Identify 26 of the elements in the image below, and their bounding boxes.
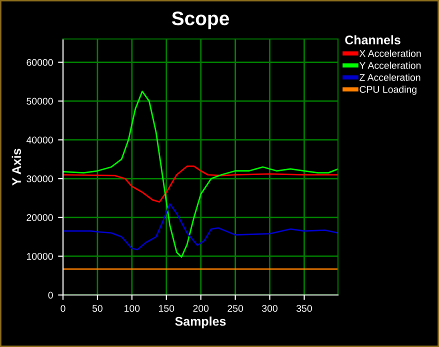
x-axis-title: Samples xyxy=(175,316,226,328)
legend-title: Channels xyxy=(345,35,400,44)
y-tick-label: 20000 xyxy=(26,214,53,222)
x-tick-label: 350 xyxy=(296,304,312,312)
x-tick-label: 200 xyxy=(193,304,209,312)
x-tick-label: 100 xyxy=(124,304,140,312)
y-tick-label: 30000 xyxy=(26,175,53,182)
x-tick-label: 0 xyxy=(60,304,66,312)
y-tick-label: 50000 xyxy=(26,98,53,105)
x-tick-label: 150 xyxy=(159,304,174,312)
line-series xyxy=(63,203,338,250)
x-tick-label: 300 xyxy=(262,304,278,312)
y-tick-label: 60000 xyxy=(26,59,53,66)
y-tick-label: 0 xyxy=(48,292,53,299)
legend-label: X Acceleration xyxy=(359,50,421,57)
legend-label: Z Acceleration xyxy=(360,74,420,81)
y-tick-label: 40000 xyxy=(26,136,53,144)
x-tick-label: 50 xyxy=(92,304,102,312)
y-tick-label: 10000 xyxy=(26,252,53,260)
line-series xyxy=(63,90,338,258)
legend-label: CPU Loading xyxy=(360,86,416,95)
chart-title: Scope xyxy=(172,12,230,30)
legend-label: Y Acceleration xyxy=(359,62,421,69)
x-tick-label: 250 xyxy=(228,304,244,312)
y-axis-title: Y Axis xyxy=(12,148,21,186)
line-series xyxy=(63,166,338,203)
